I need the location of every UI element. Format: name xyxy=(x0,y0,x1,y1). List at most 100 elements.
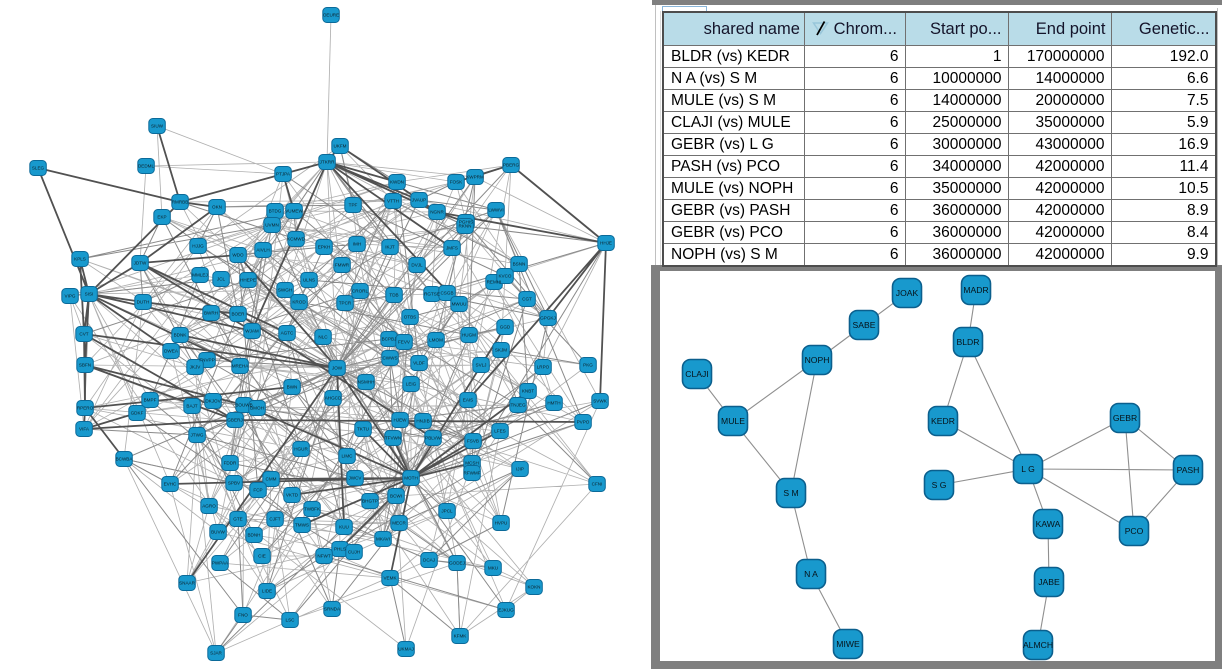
svg-text:JWCV: JWCV xyxy=(348,476,362,481)
svg-text:JMFS: JMFS xyxy=(446,246,458,251)
svg-text:BMPF: BMPF xyxy=(144,398,157,403)
svg-text:RGTSE: RGTSE xyxy=(424,292,440,297)
svg-text:FNO: FNO xyxy=(238,613,248,618)
svg-text:FEVV: FEVV xyxy=(398,340,411,345)
svg-text:TFVWN: TFVWN xyxy=(385,436,401,441)
svg-text:DCAJ: DCAJ xyxy=(423,558,435,563)
svg-text:TWBFK: TWBFK xyxy=(304,507,321,512)
svg-text:NFWT: NFWT xyxy=(317,554,330,559)
svg-text:PASH: PASH xyxy=(1177,465,1200,475)
svg-text:HNJIB: HNJIB xyxy=(416,419,429,424)
svg-text:UKMAJ: UKMAJ xyxy=(398,647,414,652)
svg-text:AGTC: AGTC xyxy=(281,331,294,336)
svg-text:MMLEJ: MMLEJ xyxy=(192,273,208,278)
svg-text:BTDG: BTDG xyxy=(269,209,282,214)
svg-text:FSVB: FSVB xyxy=(467,439,479,444)
svg-text:IMH: IMH xyxy=(353,242,361,247)
svg-text:RPERO: RPERO xyxy=(77,406,94,411)
svg-text:OKN: OKN xyxy=(212,205,222,210)
svg-text:MIWE: MIWE xyxy=(836,639,860,649)
svg-text:VIFA: VIFA xyxy=(79,427,90,432)
svg-text:MCSH: MCSH xyxy=(465,461,479,466)
svg-text:CVT: CVT xyxy=(79,332,88,337)
svg-text:KAWA: KAWA xyxy=(1036,519,1061,529)
svg-text:PTJPA: PTJPA xyxy=(276,172,291,177)
svg-text:BOER: BOER xyxy=(231,312,245,317)
svg-text:DUTH: DUTH xyxy=(137,300,150,305)
svg-text:S G: S G xyxy=(932,480,947,490)
svg-text:JVAUP: JVAUP xyxy=(412,198,426,203)
svg-text:CIE: CIE xyxy=(258,554,266,559)
svg-text:TDB: TDB xyxy=(389,293,398,298)
svg-text:HMTH: HMTH xyxy=(547,401,560,406)
svg-text:KROD: KROD xyxy=(292,300,306,305)
svg-text:VUMEW: VUMEW xyxy=(285,209,303,214)
svg-text:PGHIS: PGHIS xyxy=(459,220,473,225)
svg-text:HJJG: HJJG xyxy=(192,244,204,249)
svg-text:KPLS: KPLS xyxy=(74,257,86,262)
svg-text:AIVLH: AIVLH xyxy=(256,248,269,253)
svg-text:GBERJ: GBERJ xyxy=(227,418,242,423)
svg-text:LEIG: LEIG xyxy=(406,382,417,387)
svg-text:TPF: TPF xyxy=(349,203,358,208)
svg-text:SVLJ: SVLJ xyxy=(476,363,487,368)
svg-text:NGNR: NGNR xyxy=(430,210,444,215)
svg-text:CFNI: CFNI xyxy=(592,482,603,487)
svg-text:BCWBA: BCWBA xyxy=(116,457,134,462)
svg-text:UVMN: UVMN xyxy=(265,223,279,228)
svg-text:SIUW: SIUW xyxy=(151,124,164,129)
svg-text:CLAJI: CLAJI xyxy=(685,369,708,379)
svg-text:GDKF: GDKF xyxy=(131,411,144,416)
svg-text:MECR: MECR xyxy=(392,521,406,526)
svg-text:LMOM: LMOM xyxy=(429,338,443,343)
svg-text:EJKUG: EJKUG xyxy=(498,608,514,613)
svg-text:BSNN: BSNN xyxy=(513,262,526,267)
svg-text:BMOH: BMOH xyxy=(250,406,264,411)
svg-text:DWEA: DWEA xyxy=(164,349,179,354)
svg-text:CWWS: CWWS xyxy=(382,356,397,361)
svg-text:CMM: CMM xyxy=(266,477,277,482)
svg-text:VEMK: VEMK xyxy=(383,576,397,581)
svg-text:CUJH: CUJH xyxy=(348,550,360,555)
svg-text:GGD: GGD xyxy=(500,325,511,330)
svg-text:TNJEG: TNJEG xyxy=(510,403,525,408)
svg-text:NSMHH: NSMHH xyxy=(358,380,375,385)
svg-text:MKU: MKU xyxy=(488,566,498,571)
svg-text:L G: L G xyxy=(1021,464,1035,474)
svg-text:JTKRR: JTKRR xyxy=(320,160,335,165)
svg-text:NOPH: NOPH xyxy=(805,355,830,365)
svg-text:GPGKJ: GPGKJ xyxy=(540,316,556,321)
svg-text:BAJT: BAJT xyxy=(186,404,197,409)
svg-text:FNVPP: FNVPP xyxy=(199,358,214,363)
svg-text:CSGB: CSGB xyxy=(440,291,453,296)
svg-text:PHLS: PHLS xyxy=(334,547,346,552)
svg-text:JOW: JOW xyxy=(332,366,343,371)
svg-text:OEURE: OEURE xyxy=(323,13,339,18)
svg-text:EAIS: EAIS xyxy=(463,398,473,403)
svg-text:GTE: GTE xyxy=(233,517,242,522)
svg-text:TMWS: TMWS xyxy=(295,523,309,528)
svg-text:VKTD: VKTD xyxy=(286,493,299,498)
svg-text:ALMCH: ALMCH xyxy=(1023,640,1053,650)
svg-text:SPBV: SPBV xyxy=(228,481,241,486)
svg-text:PCO: PCO xyxy=(1125,526,1144,536)
svg-text:ULNS: ULNS xyxy=(303,278,315,283)
svg-text:SBFN: SBFN xyxy=(79,363,91,368)
svg-text:JOAK: JOAK xyxy=(896,288,919,298)
svg-text:TPCR: TPCR xyxy=(339,301,352,306)
svg-text:SKJM: SKJM xyxy=(495,348,507,353)
svg-text:SJAR: SJAR xyxy=(210,651,222,656)
svg-text:SABE: SABE xyxy=(853,320,876,330)
svg-text:CGT: CGT xyxy=(522,297,532,302)
svg-text:NLC: NLC xyxy=(318,335,328,340)
svg-text:IKJT: IKJT xyxy=(385,245,395,250)
svg-text:VIPG: VIPG xyxy=(65,294,76,299)
svg-text:BWRH: BWRH xyxy=(204,311,218,316)
svg-text:GEBR: GEBR xyxy=(1113,413,1137,423)
svg-text:IJIP: IJIP xyxy=(516,467,524,472)
svg-text:LFES: LFES xyxy=(494,429,506,434)
svg-text:REMHI: REMHI xyxy=(487,280,502,285)
svg-text:TKTU: TKTU xyxy=(357,427,369,432)
svg-text:KNBT: KNBT xyxy=(522,389,534,394)
svg-text:MKAVI: MKAVI xyxy=(376,537,390,542)
